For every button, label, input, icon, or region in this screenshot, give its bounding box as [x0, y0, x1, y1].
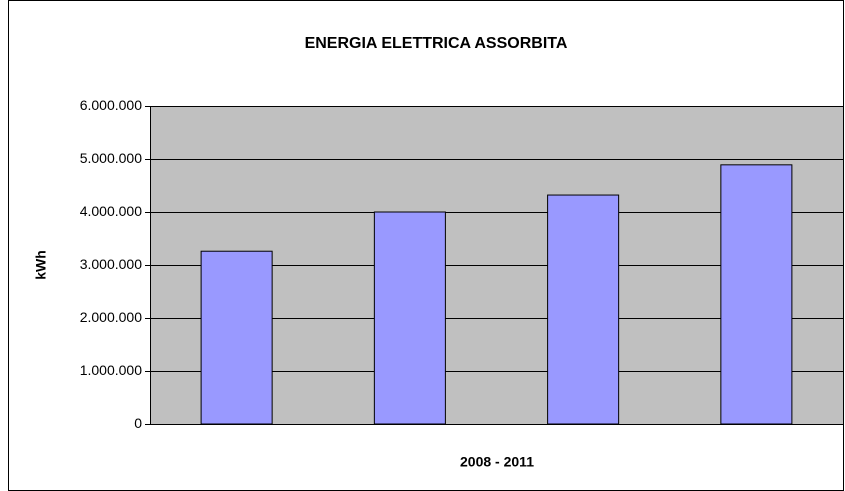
bar: [547, 194, 620, 425]
y-axis-label: kWh: [33, 250, 49, 280]
y-tick-label: 4.000.000: [80, 203, 142, 219]
bar: [720, 164, 793, 425]
bar: [373, 211, 446, 425]
y-tick-label: 1.000.000: [80, 362, 142, 378]
y-tick-label: 5.000.000: [80, 150, 142, 166]
y-tick-label: 3.000.000: [80, 256, 142, 272]
x-axis-label: 2008 - 2011: [460, 454, 534, 470]
chart-title: ENERGIA ELETTRICA ASSORBITA: [305, 35, 568, 52]
y-tick-label: 6.000.000: [80, 97, 142, 113]
y-tick-label: 2.000.000: [80, 309, 142, 325]
y-tick-label: 0: [134, 415, 142, 431]
bar: [200, 250, 273, 425]
